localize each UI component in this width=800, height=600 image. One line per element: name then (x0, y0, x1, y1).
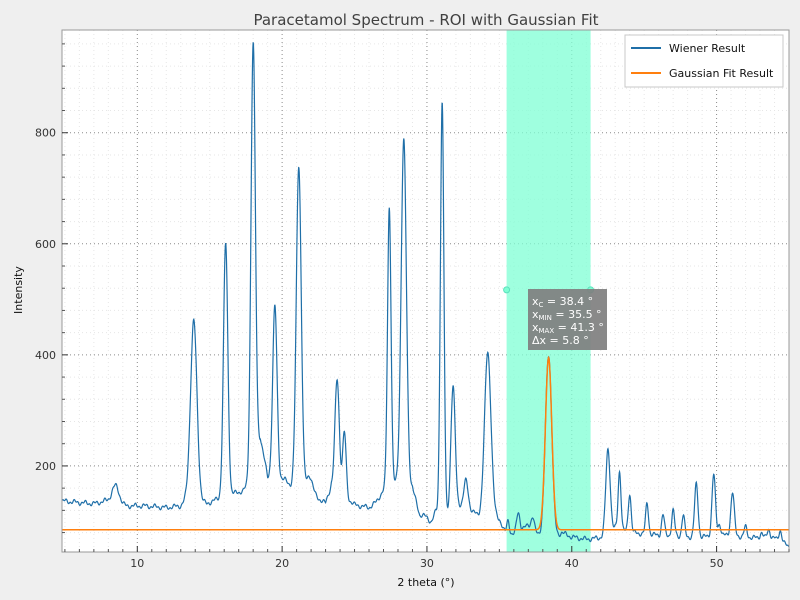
legend-label-wiener: Wiener Result (669, 42, 746, 55)
annotation-background (528, 289, 607, 350)
y-axis-title: Intensity (12, 266, 25, 314)
axis-ticks: 10 20 30 40 50 200 400 600 800 (35, 43, 790, 570)
annotation-dx: Δx = 5.8 ° (532, 334, 589, 347)
roi-annotation: xC = 38.4 ° xMIN = 35.5 ° xMAX = 41.3 ° … (528, 289, 607, 350)
x-tick-label: 50 (710, 557, 724, 570)
y-tick-label: 600 (35, 238, 56, 251)
annotation-xmax: xMAX = 41.3 ° (532, 321, 604, 335)
x-tick-label: 30 (420, 557, 434, 570)
legend-box (624, 34, 784, 88)
chart-title: Paracetamol Spectrum - ROI with Gaussian… (253, 11, 598, 29)
wiener-result-line (62, 42, 789, 547)
plot-background (62, 30, 789, 552)
legend-label-gaussian: Gaussian Fit Result (669, 67, 774, 80)
plot-area[interactable]: xC = 38.4 ° xMIN = 35.5 ° xMAX = 41.3 ° … (61, 29, 790, 553)
annotation-xc: xC = 38.4 ° (532, 295, 593, 309)
y-tick-label: 800 (35, 127, 56, 140)
plot-frame (61, 29, 790, 553)
x-axis-title: 2 theta (°) (397, 576, 454, 589)
series-layer (62, 42, 789, 547)
gaussian-fit-line (62, 355, 789, 531)
legend[interactable]: Wiener Result Gaussian Fit Result (624, 34, 784, 88)
x-tick-label: 20 (275, 557, 289, 570)
y-tick-label: 200 (35, 460, 56, 473)
roi-left-handle[interactable] (503, 286, 511, 294)
y-tick-label: 400 (35, 349, 56, 362)
x-tick-label: 40 (565, 557, 579, 570)
x-tick-label: 10 (130, 557, 144, 570)
annotation-xmin: xMIN = 35.5 ° (532, 308, 602, 322)
